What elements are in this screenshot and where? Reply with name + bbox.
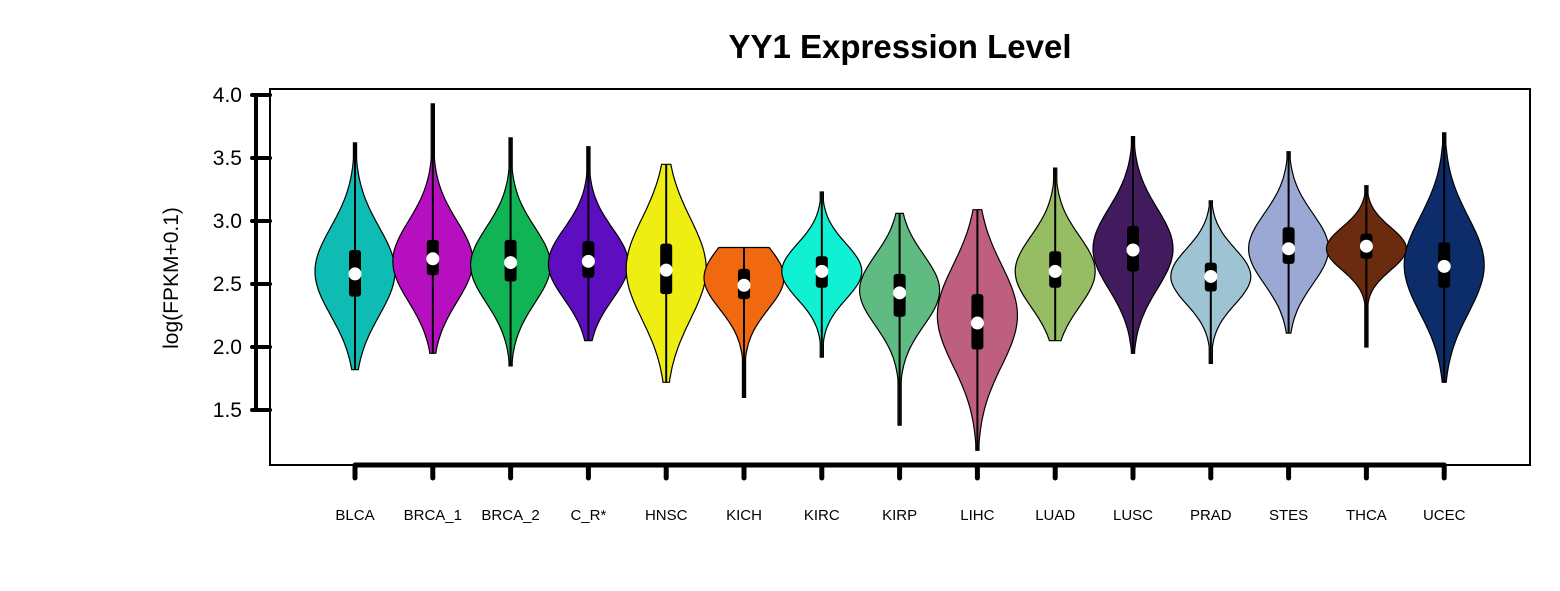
median-dot [893,286,907,300]
violin-group [314,103,1485,451]
y-axis: 1.5 2.0 2.5 3.0 3.5 4.0 [213,84,272,422]
median-dot [659,263,673,277]
violin-brca-1 [392,103,474,354]
violin-kich [703,246,785,398]
x-axis: BLCA BRCA_1 BRCA_2 C_R* HNSC KICH KIRC KIRP LIHC… [335,462,1466,524]
y-tick-label: 1.5 [213,399,242,422]
violin-hnsc [625,163,707,383]
x-tick-label: LIHC [960,507,994,524]
median-dot [581,254,595,268]
median-dot [1359,239,1373,253]
median-dot [1204,269,1218,283]
x-tick-label: UCEC [1423,507,1466,524]
x-tick-label: BLCA [335,507,374,524]
median-dot [1048,264,1062,278]
violin-luad [1014,167,1096,342]
violin-ucec [1403,132,1485,383]
y-tick-label: 4.0 [213,84,242,107]
x-tick-label: KIRP [882,507,917,524]
y-tick-label: 3.0 [213,210,242,233]
median-dot [348,267,362,281]
violin-prad [1170,200,1252,364]
median-dot [1437,259,1451,273]
violin-lusc [1092,136,1174,354]
y-tick-label: 2.0 [213,336,242,359]
median-dot [815,264,829,278]
x-tick-label: STES [1269,507,1308,524]
median-dot [737,278,751,292]
x-tick-label: THCA [1346,507,1387,524]
violin-stes [1247,151,1330,334]
violin-brca-2 [469,137,552,367]
x-tick-label: LUAD [1035,507,1075,524]
median-dot [1126,243,1140,257]
x-tick-label: PRAD [1190,507,1232,524]
violin-c-r- [547,146,630,342]
violin-kirp [858,212,941,426]
median-dot [970,316,984,330]
median-dot [504,256,518,270]
x-tick-label: KIRC [804,507,840,524]
chart-title: YY1 Expression Level [728,28,1071,65]
x-tick-label: KICH [726,507,762,524]
y-tick-label: 2.5 [213,273,242,296]
x-tick-label: HNSC [645,507,688,524]
x-tick-label: C_R* [570,507,606,524]
violin-lihc [936,209,1018,451]
x-tick-label: BRCA_2 [481,507,539,524]
violin-thca [1325,185,1407,348]
x-tick-label: LUSC [1113,507,1153,524]
median-dot [1282,242,1296,256]
x-tick-label: BRCA_1 [404,507,462,524]
y-axis-label: log(FPKM+0.1) [160,207,183,349]
y-tick-label: 3.5 [213,147,242,170]
violin-kirc [781,191,863,358]
violin-blca [314,142,396,371]
median-dot [426,252,440,266]
